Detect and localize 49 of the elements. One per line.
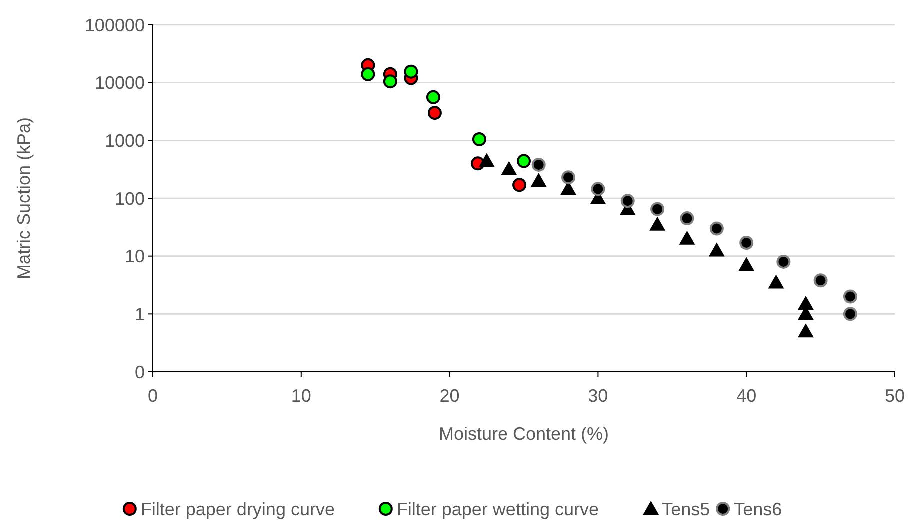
point (472, 132, 486, 146)
legend-label: Filter paper wetting curve (396, 499, 599, 520)
point (501, 161, 518, 176)
point (768, 274, 784, 289)
y-axis-title: Matric Suction (kPa) (14, 117, 34, 280)
point (620, 194, 635, 208)
point (708, 242, 725, 257)
legend-label: Filter paper drying curve (140, 499, 335, 520)
point (562, 170, 576, 185)
y-tick-label: 100000 (84, 15, 145, 36)
point (710, 222, 724, 236)
point (383, 74, 398, 89)
x-tick-label: 30 (588, 386, 608, 406)
legend-label: Tens6 (734, 499, 782, 520)
point (738, 257, 755, 272)
point (426, 90, 440, 104)
legend-label: Tens5 (662, 499, 710, 520)
y-tick-label: 1000 (104, 130, 145, 151)
y-tick-label: 10 (124, 246, 145, 267)
point (428, 106, 442, 120)
x-tick-label: 40 (736, 386, 757, 406)
y-tick-label: 1 (134, 304, 145, 324)
point (776, 254, 791, 269)
point (404, 64, 418, 79)
point (798, 296, 814, 310)
y-tick-label: 100 (114, 188, 145, 209)
y-tick-label: 10000 (94, 73, 145, 94)
x-tick-label: 50 (884, 386, 906, 406)
point (843, 290, 858, 304)
point (798, 324, 814, 338)
point (740, 236, 754, 250)
point (512, 178, 527, 192)
point (591, 182, 606, 196)
x-tick-label: 0 (148, 386, 158, 406)
point (361, 67, 376, 82)
x-axis-title: Moisture Content (%) (438, 424, 610, 444)
point (650, 216, 666, 231)
point (517, 154, 531, 168)
point (814, 274, 828, 288)
point (679, 230, 696, 245)
point (843, 307, 858, 322)
point (532, 158, 546, 172)
y-tick-label: 0 (134, 362, 145, 382)
point (478, 153, 495, 168)
point (530, 173, 547, 188)
point (650, 202, 665, 216)
point (680, 212, 694, 226)
x-tick-label: 10 (291, 386, 312, 406)
x-tick-label: 20 (440, 386, 460, 406)
